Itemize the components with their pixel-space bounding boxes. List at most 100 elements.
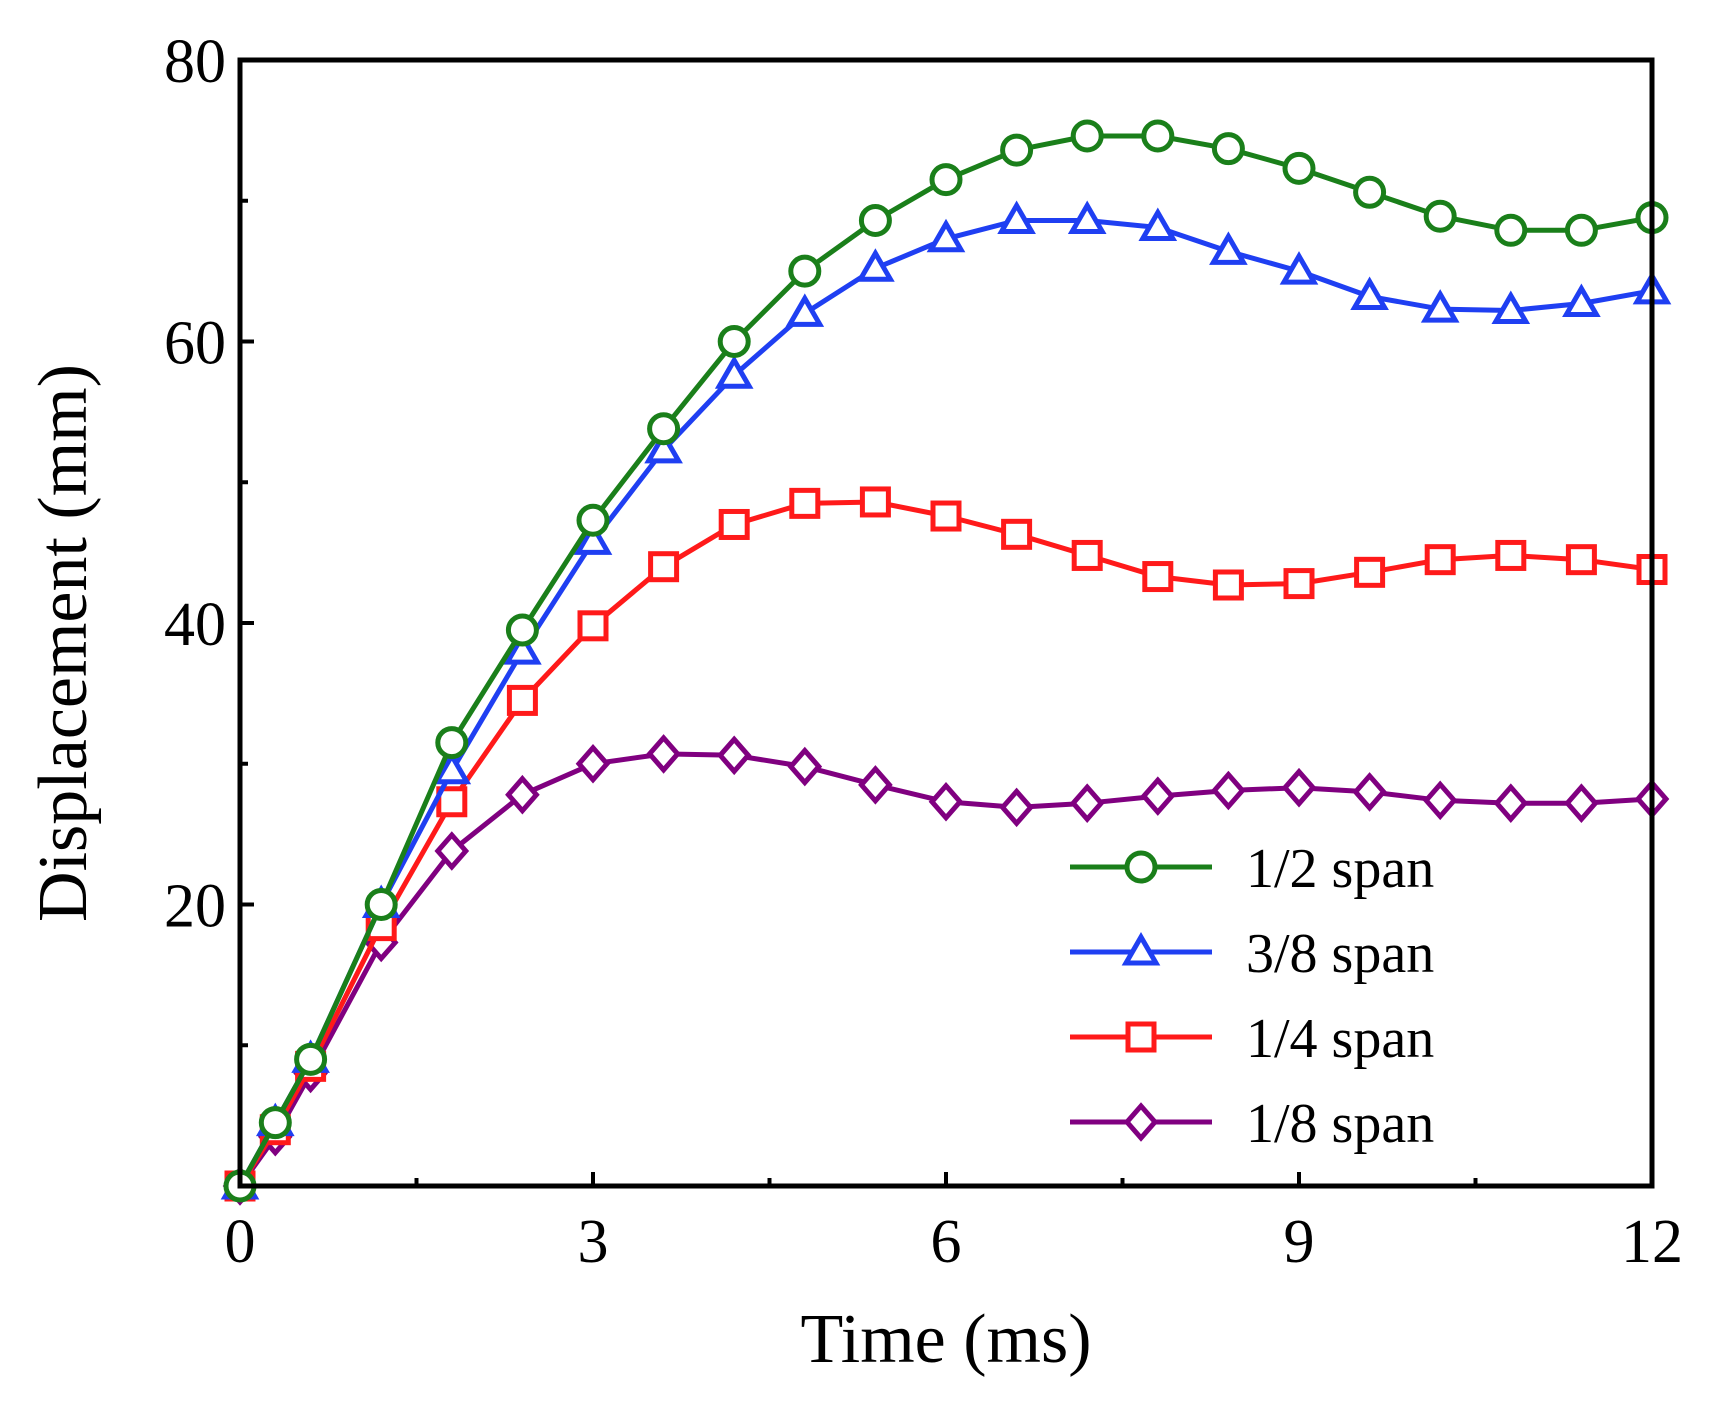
data-point-diamond bbox=[1123, 1102, 1159, 1142]
data-point-diamond bbox=[928, 781, 964, 822]
data-point-circle bbox=[576, 503, 610, 537]
data-point-square bbox=[1424, 544, 1456, 576]
legend-item: 3/8 span bbox=[1070, 923, 1434, 985]
data-point-square bbox=[648, 551, 680, 583]
y-tick-label: 60 bbox=[164, 310, 226, 378]
legend-label: 1/4 span bbox=[1246, 1008, 1434, 1070]
y-tick-label: 40 bbox=[164, 591, 226, 659]
y-tick-label: 20 bbox=[164, 873, 226, 941]
legend: 1/2 span 3/8 span 1/4 span 1/8 span bbox=[1070, 838, 1434, 1155]
data-point-square bbox=[789, 487, 821, 519]
data-point-square bbox=[1001, 518, 1033, 550]
x-axis-label: Time (ms) bbox=[800, 1301, 1091, 1378]
data-point-circle bbox=[1000, 133, 1034, 167]
data-point-square bbox=[1565, 544, 1597, 576]
data-point-triangle bbox=[1209, 231, 1248, 265]
data-point-triangle bbox=[432, 750, 472, 785]
data-point-square bbox=[1283, 568, 1315, 600]
data-point-square bbox=[1495, 539, 1527, 571]
series-3-8-span bbox=[220, 200, 1672, 1200]
data-point-diamond bbox=[1422, 780, 1458, 821]
data-point-circle bbox=[1070, 119, 1104, 153]
data-point-triangle bbox=[1562, 283, 1601, 317]
data-point-circle bbox=[788, 254, 822, 288]
legend-label: 1/8 span bbox=[1246, 1093, 1434, 1155]
data-point-circle bbox=[717, 325, 751, 358]
data-point-diamond bbox=[787, 746, 823, 787]
data-point-circle bbox=[1353, 175, 1387, 209]
data-point-square bbox=[1212, 569, 1244, 601]
data-point-triangle bbox=[644, 429, 683, 464]
data-point-triangle bbox=[997, 200, 1036, 234]
data-point-diamond bbox=[1211, 770, 1246, 811]
data-point-diamond bbox=[505, 774, 540, 815]
data-point-square bbox=[1354, 556, 1386, 588]
data-point-square bbox=[1125, 1021, 1157, 1053]
data-point-circle bbox=[294, 1042, 328, 1076]
series-line bbox=[237, 133, 1653, 1188]
legend-label: 1/2 span bbox=[1246, 838, 1434, 900]
legend-item: 1/4 span bbox=[1070, 1008, 1434, 1070]
data-point-diamond bbox=[716, 735, 752, 776]
data-point-triangle bbox=[1350, 276, 1389, 310]
series-line bbox=[237, 499, 1653, 1188]
data-point-circle bbox=[1124, 850, 1158, 884]
ticks-layer: 0 3 6 9 12 20 40 60 80 bbox=[164, 28, 1683, 1276]
legend-item: 1/8 span bbox=[1070, 1093, 1434, 1155]
data-point-triangle bbox=[1279, 251, 1319, 285]
data-point-triangle bbox=[926, 218, 966, 253]
data-point-triangle bbox=[573, 521, 613, 555]
y-axis-label: Displacement (mm) bbox=[25, 364, 102, 922]
data-point-circle bbox=[1141, 119, 1175, 153]
data-point-diamond bbox=[1493, 783, 1529, 823]
series-line bbox=[237, 751, 1653, 1188]
data-point-circle bbox=[647, 412, 681, 446]
data-point-circle bbox=[364, 888, 398, 921]
data-point-circle bbox=[505, 613, 539, 647]
x-tick-label: 12 bbox=[1621, 1208, 1683, 1276]
data-point-circle bbox=[435, 726, 469, 760]
data-point-square bbox=[1142, 561, 1174, 593]
data-point-square bbox=[1071, 539, 1103, 571]
x-tick-label: 3 bbox=[578, 1208, 609, 1276]
data-point-circle bbox=[1564, 213, 1598, 247]
data-point-square bbox=[930, 500, 962, 532]
data-point-square bbox=[859, 486, 891, 518]
data-point-circle bbox=[1282, 151, 1316, 185]
data-point-circle bbox=[258, 1106, 292, 1140]
data-point-square bbox=[436, 786, 468, 818]
data-point-diamond bbox=[999, 787, 1034, 828]
data-point-diamond bbox=[1140, 776, 1176, 816]
series-1-4-span bbox=[224, 486, 1668, 1202]
data-point-circle bbox=[1494, 213, 1528, 247]
y-tick-label: 80 bbox=[164, 28, 226, 96]
data-point-circle bbox=[929, 163, 963, 197]
data-point-diamond bbox=[1069, 783, 1105, 823]
data-point-diamond bbox=[434, 831, 470, 871]
data-point-triangle bbox=[785, 293, 825, 327]
data-point-diamond bbox=[1564, 783, 1599, 823]
data-point-diamond bbox=[575, 743, 611, 784]
data-point-triangle bbox=[503, 631, 542, 665]
data-point-diamond bbox=[1281, 767, 1317, 808]
x-tick-label: 9 bbox=[1284, 1208, 1315, 1276]
data-point-triangle bbox=[714, 355, 754, 389]
data-point-square bbox=[718, 508, 750, 540]
data-point-diamond bbox=[1352, 772, 1387, 812]
data-point-triangle bbox=[856, 248, 895, 282]
data-point-triangle bbox=[1138, 207, 1178, 241]
data-point-square bbox=[506, 684, 538, 716]
legend-label: 3/8 span bbox=[1246, 923, 1434, 985]
data-point-circle bbox=[1423, 199, 1457, 233]
data-point-triangle bbox=[1491, 290, 1531, 325]
series-layer bbox=[220, 119, 1672, 1206]
data-point-triangle bbox=[1121, 931, 1161, 966]
data-point-diamond bbox=[646, 734, 681, 774]
series-line bbox=[237, 218, 1653, 1188]
x-tick-label: 0 bbox=[225, 1208, 256, 1276]
data-point-diamond bbox=[858, 765, 893, 805]
data-point-triangle bbox=[1067, 200, 1107, 234]
x-tick-label: 6 bbox=[931, 1208, 962, 1276]
data-point-square bbox=[577, 610, 609, 642]
